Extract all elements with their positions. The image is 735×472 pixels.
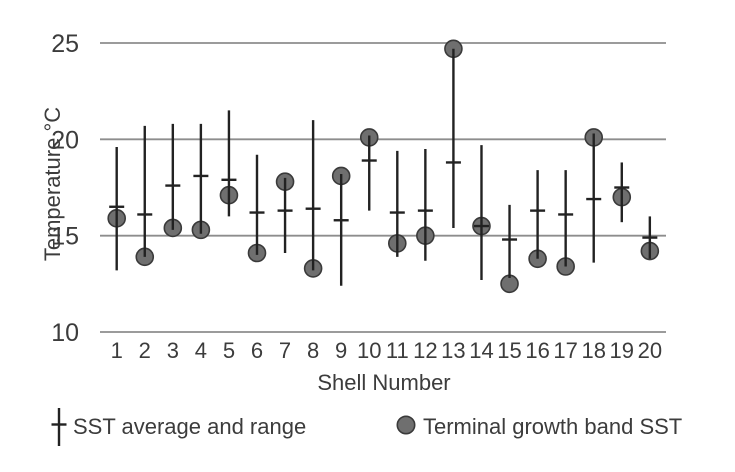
x-tick-label-6: 6 xyxy=(251,338,263,363)
x-tick-label-14: 14 xyxy=(469,338,493,363)
legend: SST average and range Terminal growth ba… xyxy=(51,408,682,446)
gridlines xyxy=(100,42,666,333)
x-tick-label-10: 10 xyxy=(357,338,381,363)
error-bar-icon xyxy=(51,408,67,446)
x-axis-tick-labels: 1 2 3 4 5 6 7 8 9 10 11 12 13 14 15 16 17 18 19 20 xyxy=(111,338,663,363)
x-tick-label-3: 3 xyxy=(167,338,179,363)
x-tick-label-2: 2 xyxy=(139,338,151,363)
x-tick-label-18: 18 xyxy=(581,338,605,363)
x-tick-label-1: 1 xyxy=(111,338,123,363)
x-tick-label-13: 13 xyxy=(441,338,465,363)
y-axis-tick-labels: 10 15 20 25 xyxy=(51,30,79,347)
sst-range-bars xyxy=(109,48,658,286)
x-tick-label-5: 5 xyxy=(223,338,235,363)
terminal-growth-band-dots xyxy=(107,39,660,294)
legend-label-sst-range: SST average and range xyxy=(73,414,306,439)
x-tick-label-4: 4 xyxy=(195,338,207,363)
y-tick-label-15: 15 xyxy=(51,223,79,251)
x-tick-label-19: 19 xyxy=(610,338,634,363)
x-tick-label-15: 15 xyxy=(497,338,521,363)
y-tick-label-10: 10 xyxy=(51,319,79,347)
x-tick-label-9: 9 xyxy=(335,338,347,363)
legend-label-terminal-sst: Terminal growth band SST xyxy=(423,414,682,439)
x-tick-label-20: 20 xyxy=(638,338,662,363)
x-tick-label-7: 7 xyxy=(279,338,291,363)
y-axis-title: Temperature °C xyxy=(40,107,65,261)
y-tick-label-20: 20 xyxy=(51,126,79,154)
x-tick-label-17: 17 xyxy=(553,338,577,363)
x-tick-label-12: 12 xyxy=(413,338,437,363)
x-axis-title: Shell Number xyxy=(317,370,450,395)
x-tick-label-11: 11 xyxy=(386,338,409,363)
x-tick-label-8: 8 xyxy=(307,338,319,363)
x-tick-label-16: 16 xyxy=(525,338,549,363)
filled-circle-icon xyxy=(396,415,416,435)
y-tick-label-25: 25 xyxy=(51,30,79,58)
